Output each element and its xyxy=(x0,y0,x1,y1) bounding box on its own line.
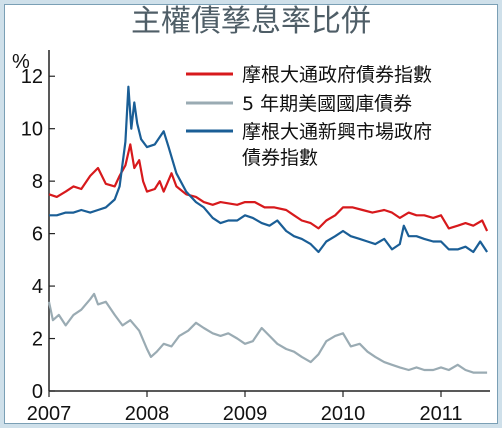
series-line-2 xyxy=(47,292,488,374)
x-tick-label: 2010 xyxy=(321,403,366,425)
legend-label-2: 5 年期美國國庫債券 xyxy=(242,93,412,115)
y-axis-label: % xyxy=(12,51,30,73)
y-tick-label: 0 xyxy=(32,381,43,403)
series-lines xyxy=(47,85,489,374)
series-line-3 xyxy=(49,85,489,254)
x-tick-label: 2011 xyxy=(419,403,462,425)
y-tick-label: 8 xyxy=(32,171,43,193)
legend-label-3: 摩根大通新興市場政府債券指數 xyxy=(242,121,432,169)
x-tick-label: 2008 xyxy=(125,403,170,425)
y-tick-label: 4 xyxy=(32,276,43,298)
y-tick-label: 2 xyxy=(32,329,43,351)
axes: 0 2 4 6 8 10 12 2007 2008 2009 2010 2011 xyxy=(21,50,490,425)
x-tick-label: 2009 xyxy=(223,403,268,425)
y-tick-label: 6 xyxy=(32,224,43,246)
x-tick-label: 2007 xyxy=(27,403,72,425)
y-tick-label: 10 xyxy=(21,119,43,141)
legend-label-1: 摩根大通政府債券指數 xyxy=(242,64,432,86)
y-tick-label: 12 xyxy=(21,66,43,88)
chart-title: 主權債孳息率比併 xyxy=(131,4,371,39)
